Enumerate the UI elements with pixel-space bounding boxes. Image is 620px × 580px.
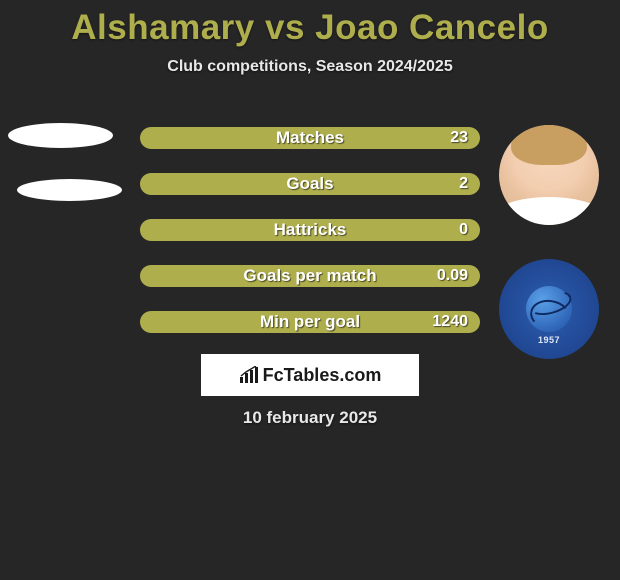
right-player-club-badge: 1957 (499, 259, 599, 359)
subtitle: Club competitions, Season 2024/2025 (0, 58, 620, 76)
stat-value-right: 2 (459, 175, 468, 193)
left-player-club-placeholder (17, 179, 122, 201)
stat-row: Hattricks 0 (140, 219, 480, 241)
watermark-text: FcTables.com (263, 365, 382, 386)
stat-label: Goals (286, 174, 333, 194)
page-title: Alshamary vs Joao Cancelo (0, 0, 620, 48)
stat-value-right: 0 (459, 221, 468, 239)
date-line: 10 february 2025 (0, 408, 620, 428)
club-founded-year: 1957 (538, 335, 560, 345)
stat-label: Min per goal (260, 312, 360, 332)
stats-bars: Matches 23 Goals 2 Hattricks 0 Goals per… (140, 127, 480, 357)
avatar-hair (511, 125, 587, 165)
stat-label: Goals per match (243, 266, 376, 286)
stat-label: Hattricks (274, 220, 347, 240)
club-badge-ball-icon (526, 286, 572, 332)
avatar-shirt (499, 197, 599, 225)
stat-row: Min per goal 1240 (140, 311, 480, 333)
stat-value-right: 23 (450, 129, 468, 147)
bar-chart-icon (239, 366, 259, 384)
watermark: FcTables.com (201, 354, 419, 396)
stat-row: Matches 23 (140, 127, 480, 149)
stat-row: Goals per match 0.09 (140, 265, 480, 287)
stat-label: Matches (276, 128, 344, 148)
stat-value-right: 1240 (432, 313, 468, 331)
stat-value-right: 0.09 (437, 267, 468, 285)
left-player-avatar-placeholder (8, 123, 113, 148)
right-player-avatar (499, 125, 599, 225)
stat-row: Goals 2 (140, 173, 480, 195)
